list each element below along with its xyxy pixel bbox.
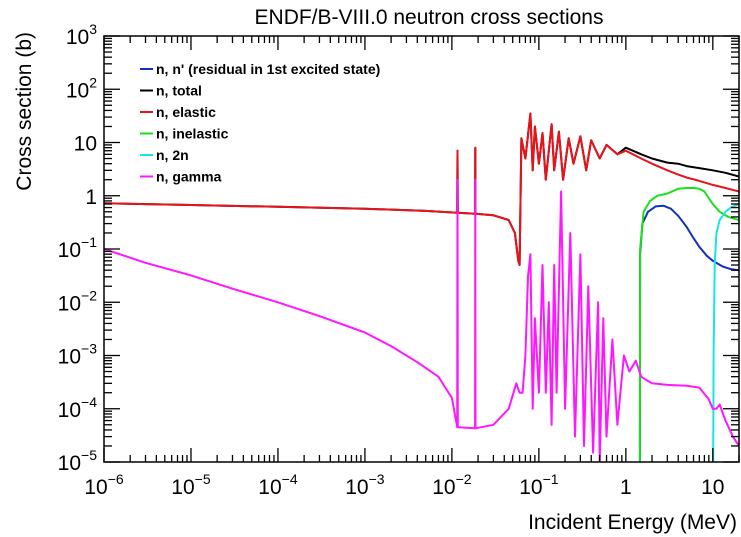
x-tick-label: 10: [701, 476, 724, 499]
legend-label-1: n, total: [156, 83, 202, 99]
legend-label-4: n, 2n: [156, 147, 189, 163]
y-tick-label: 10−4: [58, 394, 98, 422]
y-tick-label: 103: [66, 21, 97, 49]
tick-layer: 10−6 10−5 10−4 10−3 10−2 10−1 1 1010−510−410−31…: [58, 21, 740, 499]
legend-label-5: n, gamma: [156, 169, 222, 185]
series-line-5: [104, 178, 739, 462]
legend-label-0: n, n' (residual in 1st excited state): [156, 61, 380, 77]
plot-frame: [103, 35, 740, 463]
legend-label-3: n, inelastic: [156, 126, 229, 142]
x-tick-label: 10−4: [258, 471, 298, 499]
x-tick-label: 10−2: [432, 471, 472, 499]
series-line-2: [104, 112, 739, 266]
x-tick-label: 10−1: [519, 471, 559, 499]
x-tick-label: 1: [620, 476, 632, 499]
chart-title: ENDF/B-VIII.0 neutron cross sections: [255, 6, 604, 29]
x-axis-label: Incident Energy (MeV): [528, 511, 737, 534]
x-tick-label: 10−6: [84, 471, 124, 499]
series-line-0: [638, 204, 739, 462]
y-axis-label: Cross section (b): [13, 32, 36, 191]
y-tick-label: 10−2: [58, 287, 98, 315]
y-tick-label: 10−3: [58, 341, 98, 369]
x-tick-label: 10−3: [345, 471, 385, 499]
y-tick-label: 10−1: [58, 234, 98, 262]
series-line-3: [638, 187, 739, 462]
x-tick-label: 10−5: [171, 471, 211, 499]
y-tick-label: 1: [85, 186, 97, 209]
series-layer: [104, 112, 739, 462]
series-line-4: [712, 203, 739, 462]
y-tick-label: 10: [74, 133, 97, 156]
y-tick-label: 10−5: [58, 447, 98, 475]
legend: n, n' (residual in 1st excited state) n, …: [140, 61, 380, 185]
y-tick-label: 102: [66, 74, 97, 102]
legend-label-2: n, elastic: [156, 104, 216, 120]
